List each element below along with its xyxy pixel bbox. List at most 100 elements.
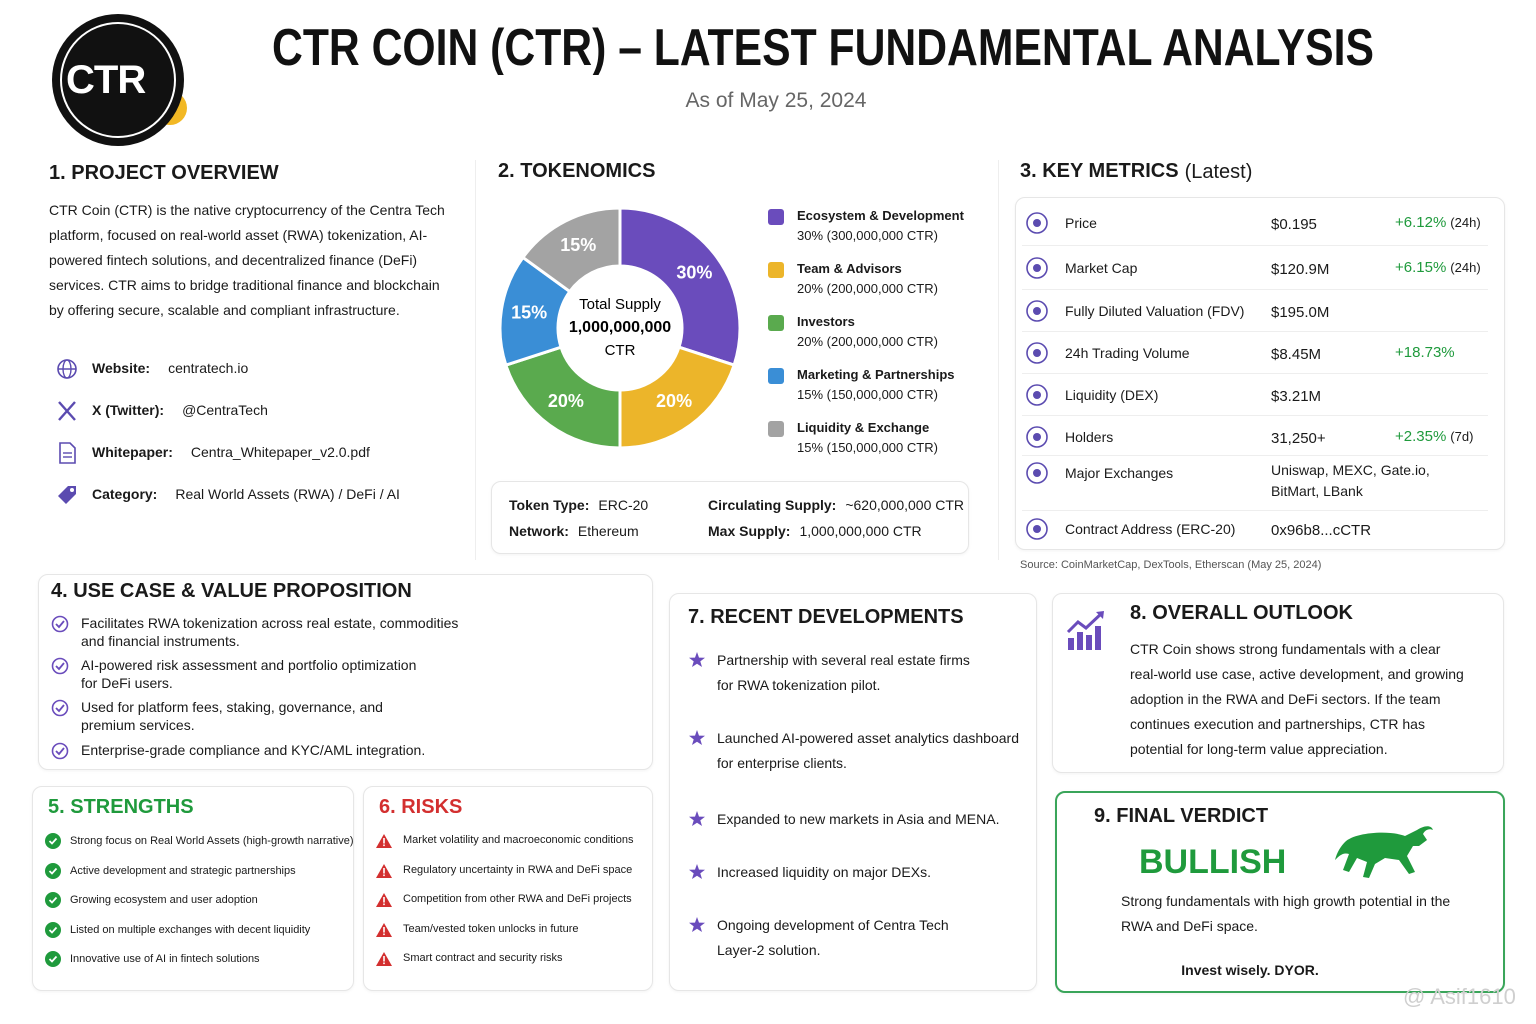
- metric-divider: [1022, 331, 1488, 332]
- metric-value: Uniswap, MEXC, Gate.io, BitMart, LBank: [1271, 462, 1430, 499]
- legend-swatch: [768, 262, 784, 278]
- metric-divider: [1022, 288, 1488, 290]
- donut-chart: 30% 20% 20% 15% 15% Total Supply 1,000,000,000…: [498, 206, 742, 450]
- risk-icon-part: [383, 838, 385, 844]
- link-icon: [58, 401, 76, 421]
- outlook-icon-part: [1068, 638, 1074, 650]
- metric-period: (24h): [1450, 215, 1481, 230]
- metric-icon-part: [1026, 462, 1048, 484]
- logo-part: [52, 14, 184, 146]
- check-icon-part: [51, 657, 69, 675]
- metric-icon-part: [1033, 264, 1041, 272]
- link-icon: [58, 486, 76, 504]
- link-value: centratech.io: [168, 360, 249, 376]
- strength-icon: [45, 892, 61, 908]
- risk-icon-part: [383, 897, 385, 903]
- star-icon-part: [689, 917, 705, 932]
- link-value: Centra_Whitepaper_v2.0.pdf: [190, 444, 370, 460]
- metric-name: Holders: [1065, 429, 1114, 445]
- metric-icon-part: [1026, 426, 1048, 448]
- strength-icon: [45, 922, 61, 938]
- risk-icon-part: [383, 933, 385, 936]
- legend-entry: Marketing & Partnerships: [797, 367, 955, 382]
- strength-icon: [45, 833, 61, 849]
- link-icon-part: [70, 488, 74, 492]
- risks-box: [363, 786, 653, 991]
- metric-value: $195.0M: [1271, 304, 1330, 321]
- strength-icon-part: [45, 892, 61, 908]
- slice-label: 20%: [656, 391, 692, 411]
- strength-icon-part: [45, 863, 61, 879]
- check-icon: [51, 615, 69, 633]
- star-icon: [689, 811, 705, 826]
- fact-label: Max Supply:: [708, 523, 791, 539]
- strength-icon: [45, 863, 61, 879]
- metric-icon: [1026, 342, 1048, 364]
- strength-icon-part: [48, 926, 58, 934]
- legend-detail: 30% (300,000,000 CTR): [797, 228, 938, 243]
- star-icon-part: [689, 811, 705, 826]
- use-case-box: [38, 574, 653, 770]
- metric-value: $120.9M: [1271, 261, 1330, 278]
- link-label: Website:: [92, 360, 151, 376]
- link-label: X (Twitter):: [92, 402, 165, 418]
- link-label: Whitepaper:: [92, 444, 173, 460]
- link-value: @CentraTech: [182, 402, 268, 418]
- developments-box: [669, 593, 1037, 991]
- metric-icon: [1026, 426, 1048, 448]
- star-icon: [689, 652, 705, 667]
- metric-icon: [1026, 384, 1048, 406]
- fact-value: 1,000,000,000 CTR: [799, 523, 922, 539]
- metric-divider: [1022, 415, 1488, 416]
- risk-icon-part: [383, 868, 385, 874]
- metric-icon-part: [1026, 518, 1048, 540]
- metric-name: 24h Trading Volume: [1065, 345, 1190, 361]
- metric-icon: [1026, 518, 1048, 540]
- development-item: Expanded to new markets in Asia and MENA…: [717, 811, 1000, 827]
- link-icon: [57, 359, 77, 379]
- metric-value: 31,250+: [1271, 430, 1326, 447]
- bull-icon: [1335, 826, 1433, 878]
- legend-swatch: [768, 209, 784, 225]
- metric-divider: [1022, 455, 1488, 456]
- metric-value: $8.45M: [1271, 346, 1322, 363]
- star-icon-part: [689, 864, 705, 879]
- check-icon-part: [51, 615, 69, 633]
- check-icon: [51, 657, 69, 675]
- risk-icon: [376, 864, 392, 878]
- slice-label: 15%: [560, 235, 596, 255]
- legend-detail: 15% (150,000,000 CTR): [797, 440, 938, 455]
- strength-icon-part: [48, 955, 58, 963]
- risk-icon-part: [383, 927, 385, 933]
- title: CTR COIN (CTR) – LATEST FUNDAMENTAL ANAL…: [272, 19, 1374, 75]
- outlook-box: [1052, 593, 1504, 773]
- slice-label: 30%: [676, 263, 712, 283]
- link-icon-part: [58, 401, 76, 421]
- metric-change: +6.15%: [1395, 259, 1447, 276]
- legend-entry: Investors: [797, 314, 855, 329]
- strength-icon-part: [48, 867, 58, 875]
- risk-item: Smart contract and security risks: [403, 952, 563, 964]
- risk-icon-part: [383, 956, 385, 962]
- section-heading: 1. PROJECT OVERVIEW: [49, 162, 279, 184]
- section-heading: 4. USE CASE & VALUE PROPOSITION: [51, 580, 412, 602]
- strength-icon-part: [45, 922, 61, 938]
- verdict-word: BULLISH: [1139, 843, 1287, 881]
- check-icon-part: [55, 747, 65, 756]
- logo-part: [60, 22, 176, 138]
- metric-name: Market Cap: [1065, 260, 1138, 276]
- divider: [475, 160, 476, 560]
- slice-label: 20%: [548, 391, 584, 411]
- metric-icon-part: [1026, 384, 1048, 406]
- fact-value: ERC-20: [598, 497, 649, 513]
- fact-label: Token Type:: [509, 497, 590, 513]
- fact-label: Network:: [509, 523, 569, 539]
- risk-item: Competition from other RWA and DeFi proj…: [403, 893, 632, 905]
- development-item: Partnership with several real estate fir…: [717, 652, 970, 693]
- risk-icon: [376, 893, 392, 907]
- strengths-box: [32, 786, 354, 991]
- metric-name: Contract Address (ERC-20): [1065, 521, 1236, 537]
- link-label: Category:: [92, 486, 158, 502]
- section-heading: 7. RECENT DEVELOPMENTS: [688, 606, 964, 628]
